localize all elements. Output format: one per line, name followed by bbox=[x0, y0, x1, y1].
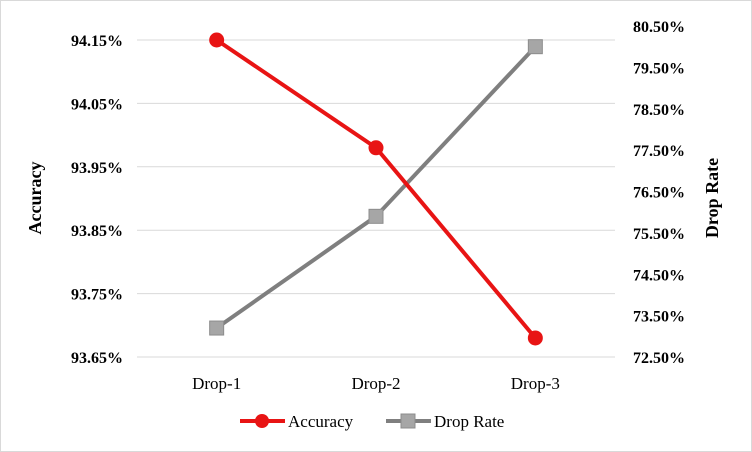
y-left-tick-label: 93.95% bbox=[71, 160, 123, 177]
data-point-drop-rate bbox=[209, 320, 225, 336]
legend-item-drop-rate: Drop Rate bbox=[386, 412, 504, 431]
x-tick-label: Drop-3 bbox=[511, 374, 560, 393]
y-left-tick-label: 93.85% bbox=[71, 223, 123, 240]
y-left-tick-label: 93.75% bbox=[71, 287, 123, 304]
y-right-tick-label: 80.50% bbox=[633, 19, 685, 36]
legend-marker-drop-rate bbox=[400, 413, 416, 429]
x-tick-label: Drop-1 bbox=[192, 374, 241, 393]
y-right-tick-label: 79.50% bbox=[633, 60, 685, 77]
data-point-accuracy bbox=[527, 330, 543, 346]
y-right-tick-label: 75.50% bbox=[633, 226, 685, 243]
data-point-drop-rate bbox=[368, 208, 384, 224]
legend-label-accuracy: Accuracy bbox=[288, 412, 354, 431]
series-line-drop-rate bbox=[215, 45, 537, 330]
y-axis-left-title: Accuracy bbox=[25, 162, 45, 235]
y-right-tick-label: 73.50% bbox=[633, 309, 685, 326]
y-right-tick-label: 74.50% bbox=[633, 267, 685, 284]
y-right-tick-label: 77.50% bbox=[633, 143, 685, 160]
y-axis-right-title: Drop Rate bbox=[702, 158, 722, 238]
y-left-tick-label: 94.05% bbox=[71, 96, 123, 113]
legend-label-drop-rate: Drop Rate bbox=[434, 412, 504, 431]
x-tick-label: Drop-2 bbox=[351, 374, 400, 393]
legend-item-accuracy: Accuracy bbox=[240, 412, 354, 431]
y-right-tick-label: 72.50% bbox=[633, 350, 685, 367]
y-left-tick-label: 93.65% bbox=[71, 350, 123, 367]
legend: Accuracy Drop Rate bbox=[240, 412, 504, 431]
y-left-tick-label: 94.15% bbox=[71, 33, 123, 50]
data-point-accuracy bbox=[368, 140, 384, 156]
y-right-tick-label: 76.50% bbox=[633, 185, 685, 202]
legend-marker-accuracy bbox=[255, 414, 269, 428]
data-point-accuracy bbox=[209, 32, 225, 48]
y-right-tick-label: 78.50% bbox=[633, 102, 685, 119]
data-point-drop-rate bbox=[527, 39, 543, 55]
